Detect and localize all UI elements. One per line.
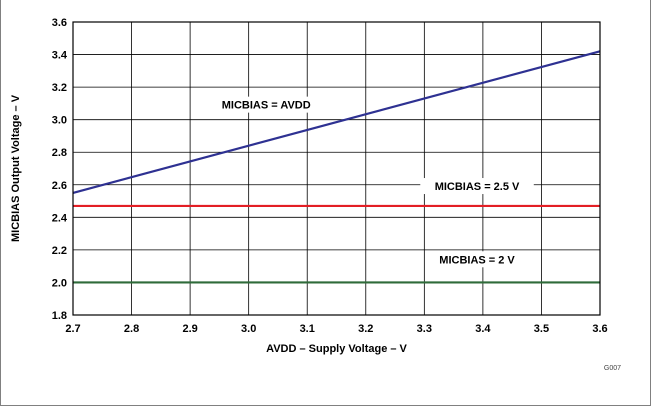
y-tick-label: 2.6 [52, 180, 67, 192]
y-tick-label: 2.8 [52, 147, 67, 159]
grid [73, 22, 600, 315]
annotations: MICBIAS = AVDD MICBIAS = 2.5 V MICBIAS = 2… [212, 96, 534, 268]
y-tick-label: 2.0 [52, 277, 67, 289]
annotation-label: MICBIAS = 2 V [439, 254, 515, 266]
y-tick-label: 3.2 [52, 82, 67, 94]
annotation-label: MICBIAS = AVDD [222, 100, 311, 112]
y-axis-title: MICBIAS Output Voltage – V [10, 94, 22, 242]
x-axis-ticks: 2.7 2.8 2.9 3.0 3.1 3.2 3.3 3.4 3.5 3.6 [65, 323, 607, 335]
y-tick-label: 3.4 [52, 50, 68, 62]
x-tick-label: 3.2 [358, 323, 373, 335]
series-line [72, 50, 601, 194]
x-tick-label: 3.5 [534, 323, 549, 335]
figure-id: G007 [604, 365, 621, 372]
annotation-background [420, 178, 534, 195]
annotation-label: MICBIAS = 2.5 V [435, 181, 520, 193]
y-tick-label: 2.2 [52, 245, 67, 257]
plot-area-border [72, 21, 601, 316]
y-tick-label: 2.4 [52, 212, 68, 224]
y-tick-label: 3.0 [52, 115, 67, 127]
x-tick-label: 2.8 [124, 323, 139, 335]
x-tick-label: 3.4 [475, 323, 491, 335]
y-axis-ticks: 1.8 2.0 2.2 2.4 2.6 2.8 3.0 3.2 3.4 3.6 [52, 17, 68, 322]
x-tick-label: 3.6 [592, 323, 607, 335]
y-tick-label: 3.6 [52, 17, 67, 29]
annotation-background [212, 96, 320, 113]
annotation-background [427, 251, 527, 268]
series-lines [72, 50, 601, 284]
x-tick-label: 3.0 [241, 323, 256, 335]
x-axis-title: AVDD – Supply Voltage – V [266, 343, 407, 355]
x-tick-label: 3.1 [300, 323, 315, 335]
x-tick-label: 2.7 [65, 323, 80, 335]
x-tick-label: 2.9 [182, 323, 197, 335]
x-tick-label: 3.3 [417, 323, 432, 335]
y-tick-label: 1.8 [52, 310, 67, 322]
